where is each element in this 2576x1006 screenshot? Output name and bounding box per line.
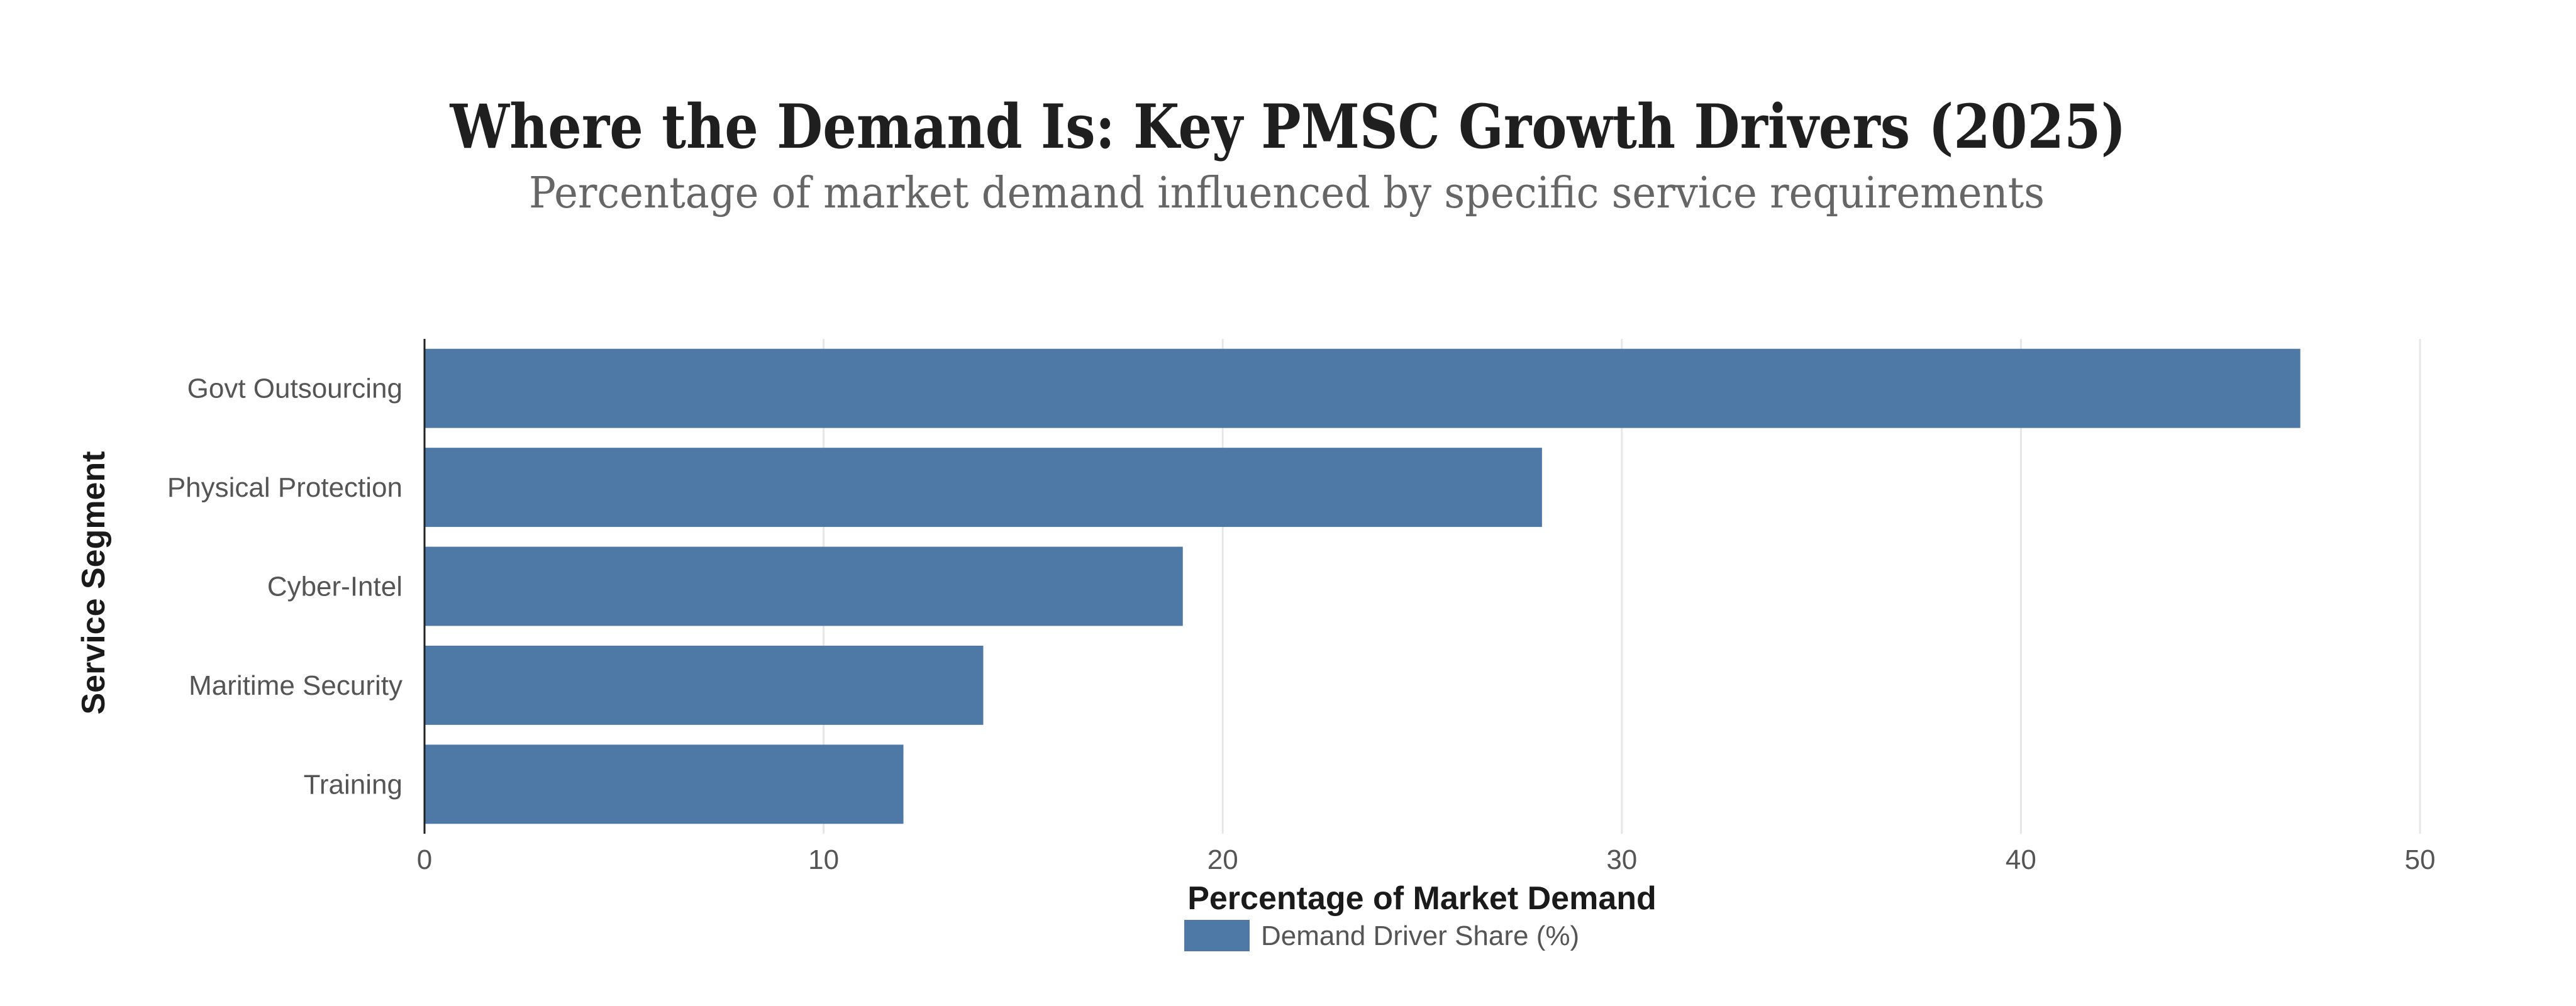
bar[interactable] — [425, 645, 984, 725]
bar[interactable] — [425, 348, 2301, 428]
x-tick-label: 30 — [1606, 844, 1637, 875]
legend-swatch — [1184, 920, 1250, 951]
chart-subtitle: Percentage of market demand influenced b… — [529, 169, 2045, 218]
chart-title: Where the Demand Is: Key PMSC Growth Dri… — [450, 91, 2126, 162]
y-tick-label: Physical Protection — [167, 472, 402, 503]
y-tick-label: Maritime Security — [189, 670, 402, 701]
bars — [425, 348, 2301, 824]
x-tick-label: 10 — [808, 844, 839, 875]
y-tick-label: Training — [304, 769, 402, 800]
y-tick-labels: Govt Outsourcing Physical Protection Cyber… — [167, 373, 402, 800]
legend-label: Demand Driver Share (%) — [1261, 920, 1579, 951]
x-tick-label: 20 — [1208, 844, 1238, 875]
x-tick-label: 40 — [2006, 844, 2036, 875]
x-axis-title: Percentage of Market Demand — [1187, 880, 1657, 917]
x-tick-label: 50 — [2405, 844, 2436, 875]
x-tick-labels: 0 10 20 30 40 50 — [417, 844, 2436, 875]
bar[interactable] — [425, 546, 1183, 626]
bar[interactable] — [425, 744, 904, 824]
y-tick-label: Cyber-Intel — [267, 572, 402, 602]
y-axis-title: Service Segment — [75, 451, 112, 714]
legend[interactable]: Demand Driver Share (%) — [1184, 920, 1579, 951]
y-tick-label: Govt Outsourcing — [187, 373, 402, 404]
bar[interactable] — [425, 448, 1542, 528]
x-tick-label: 0 — [417, 844, 432, 875]
